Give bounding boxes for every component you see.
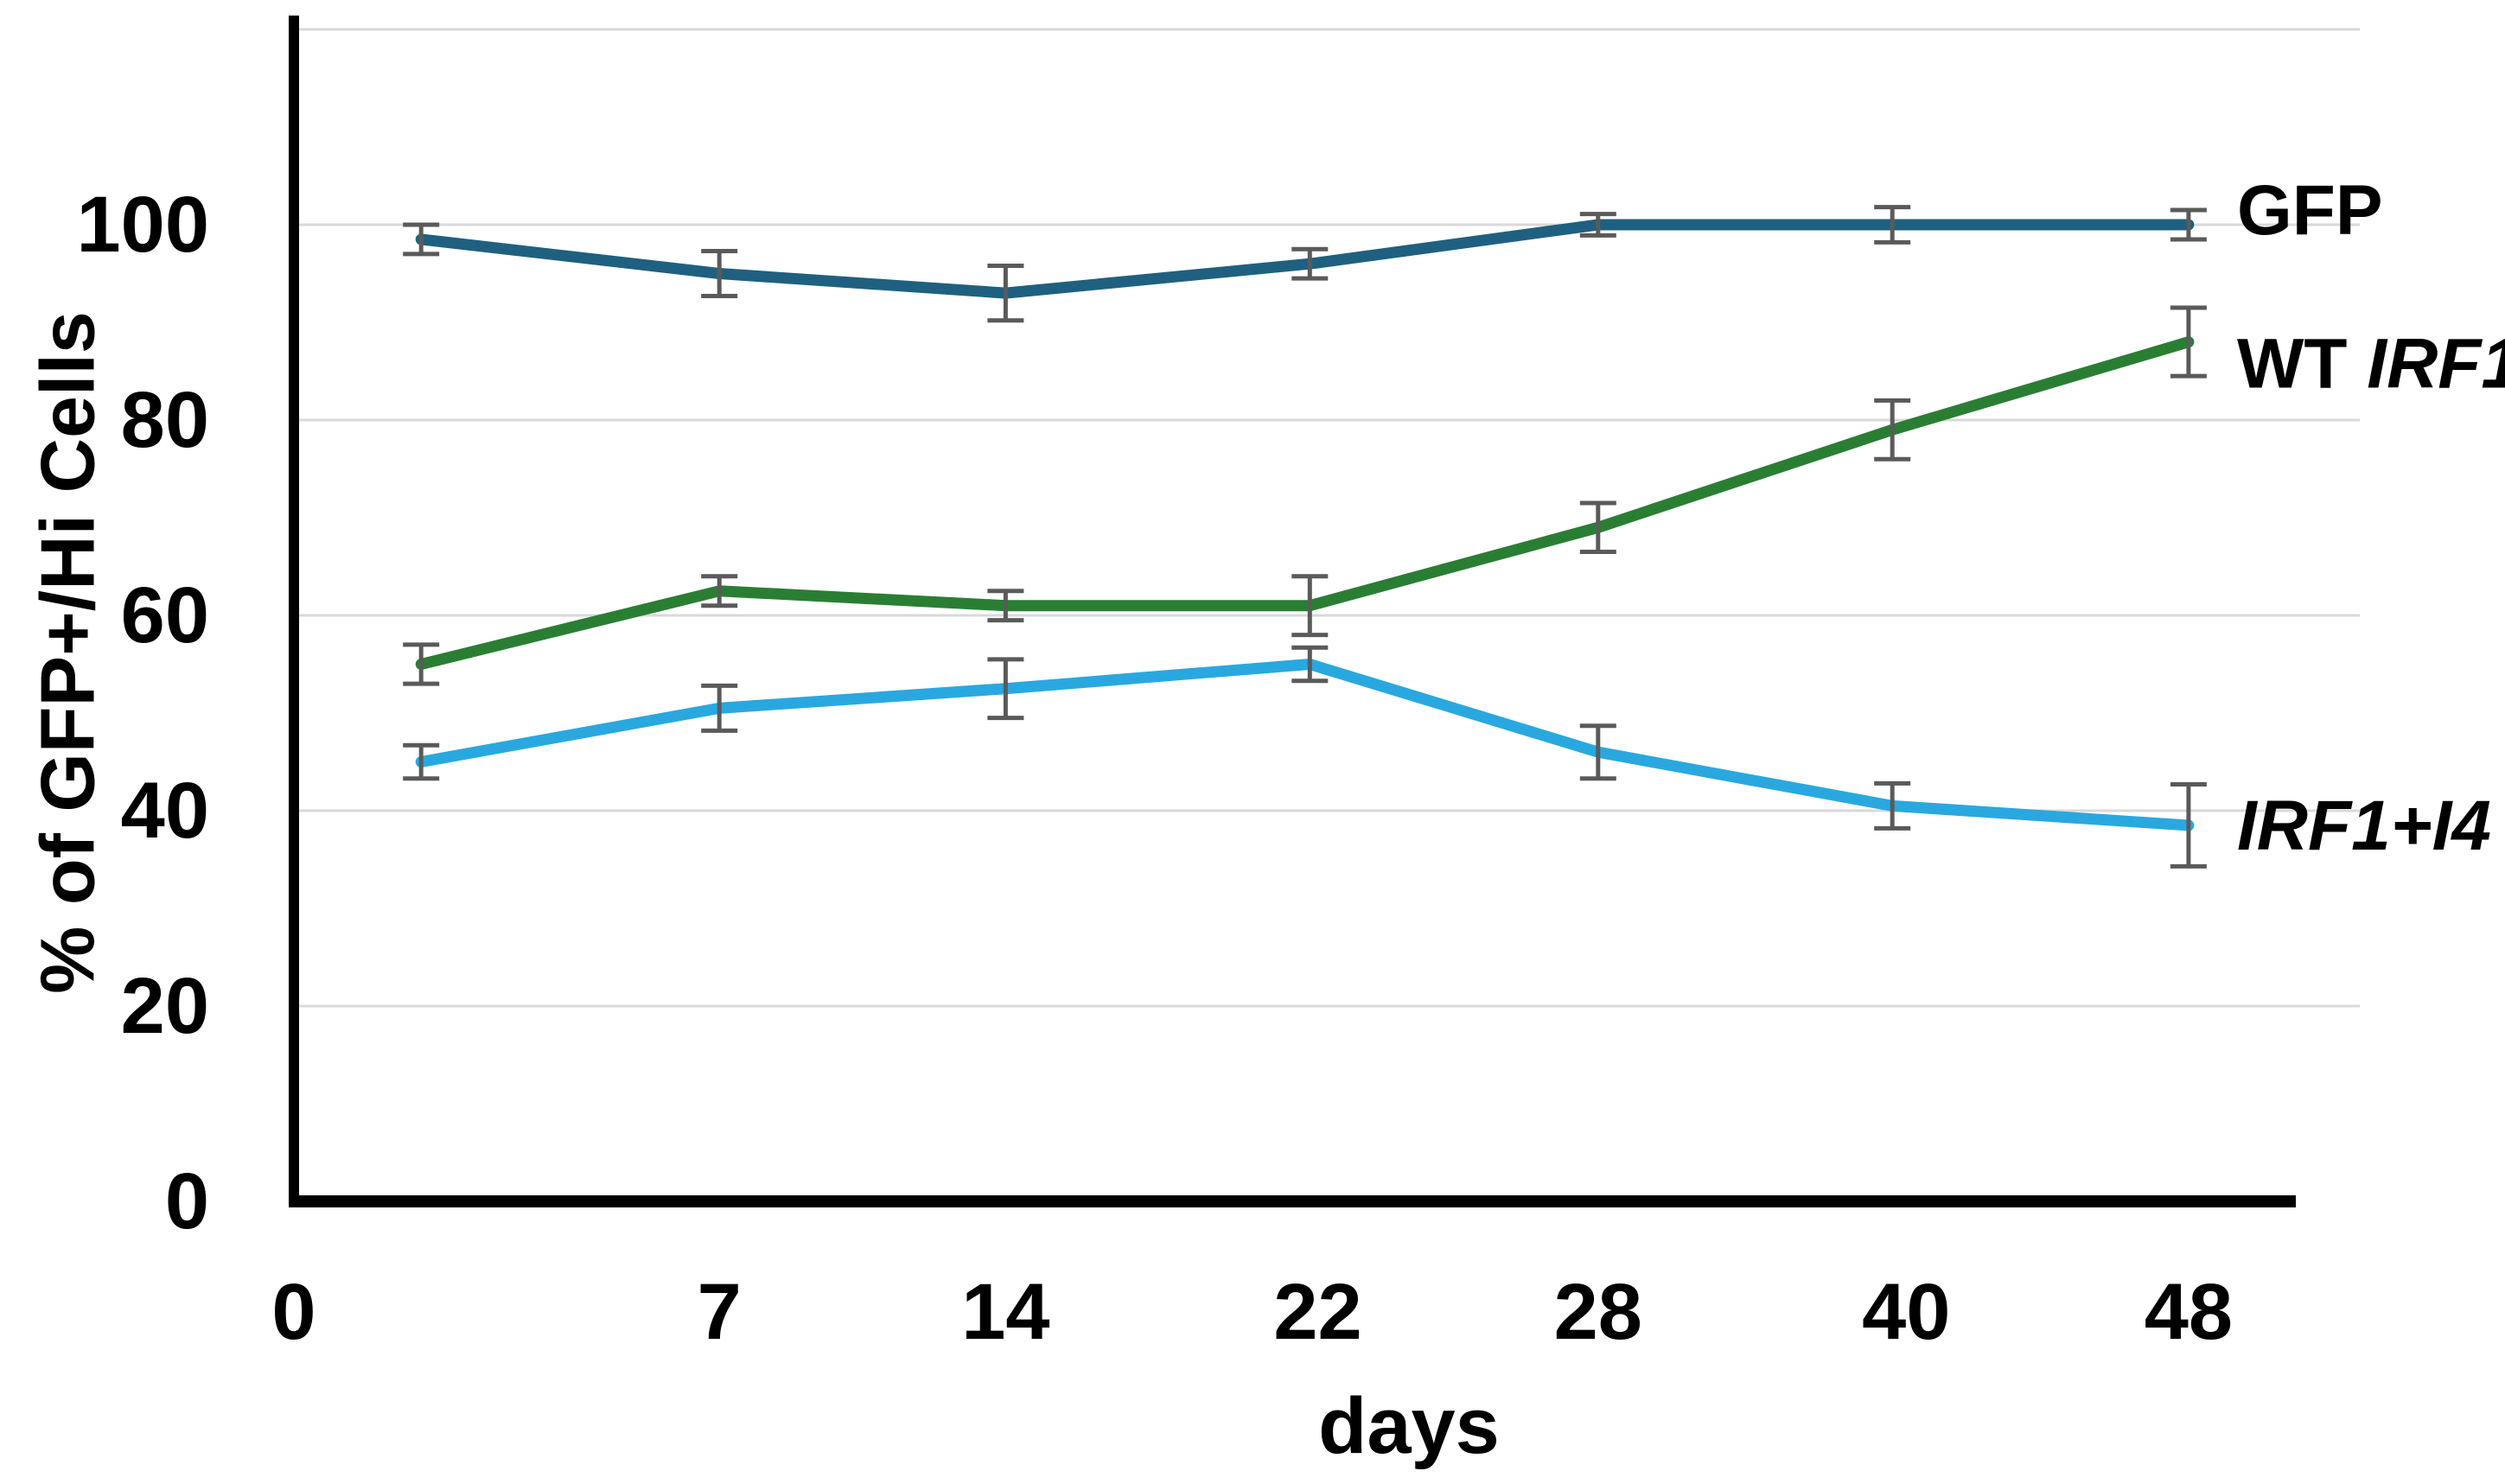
error-bar (2170, 207, 2207, 242)
series-label-irf1-i4: IRF1+I4 (2237, 786, 2491, 864)
y-tick-label-0: 0 (165, 1157, 209, 1245)
error-bar (403, 742, 440, 781)
x-tick-label-48: 48 (2145, 1268, 2233, 1356)
error-bar (2170, 305, 2207, 379)
series-label-gfp: GFP (2237, 171, 2383, 250)
series-line-irf1-i4 (415, 659, 2195, 831)
x-tick-label-40: 40 (1862, 1268, 1950, 1356)
y-tick-label-60: 60 (121, 571, 209, 659)
error-bar (1579, 212, 1616, 238)
error-bar (2170, 781, 2207, 869)
error-bar (1291, 574, 1329, 638)
series-line-gfp (415, 219, 2195, 299)
error-bar (1579, 500, 1616, 555)
error-bar (987, 657, 1024, 721)
x-tick-label-22: 22 (1273, 1268, 1361, 1356)
error-bar (403, 642, 440, 686)
y-axis-title: % of GFP+/Hi Cells (25, 311, 111, 994)
y-tick-label-100: 100 (77, 181, 210, 269)
x-tick-label-14: 14 (961, 1268, 1049, 1356)
error-bar (1874, 780, 1911, 831)
x-tick-label-0: 0 (271, 1268, 316, 1356)
error-bar (1874, 398, 1911, 462)
y-tick-label-80: 80 (121, 376, 209, 464)
series-label-wt-irf1: WT IRF1 (2237, 324, 2505, 403)
error-bar (403, 222, 440, 257)
x-tick-label-7: 7 (698, 1268, 742, 1356)
y-tick-label-40: 40 (121, 767, 209, 855)
error-bar (701, 249, 738, 298)
error-bar (987, 589, 1024, 623)
error-bar (987, 263, 1024, 323)
x-axis-title: days (1318, 1382, 1500, 1470)
error-bar (1291, 645, 1329, 684)
error-bar (1874, 205, 1911, 245)
x-tick-label-28: 28 (1554, 1268, 1642, 1356)
error-bar (1291, 246, 1329, 281)
error-bar (1579, 723, 1616, 781)
y-tick-label-20: 20 (121, 962, 209, 1050)
error-bar (701, 574, 738, 608)
error-bar (701, 683, 738, 733)
